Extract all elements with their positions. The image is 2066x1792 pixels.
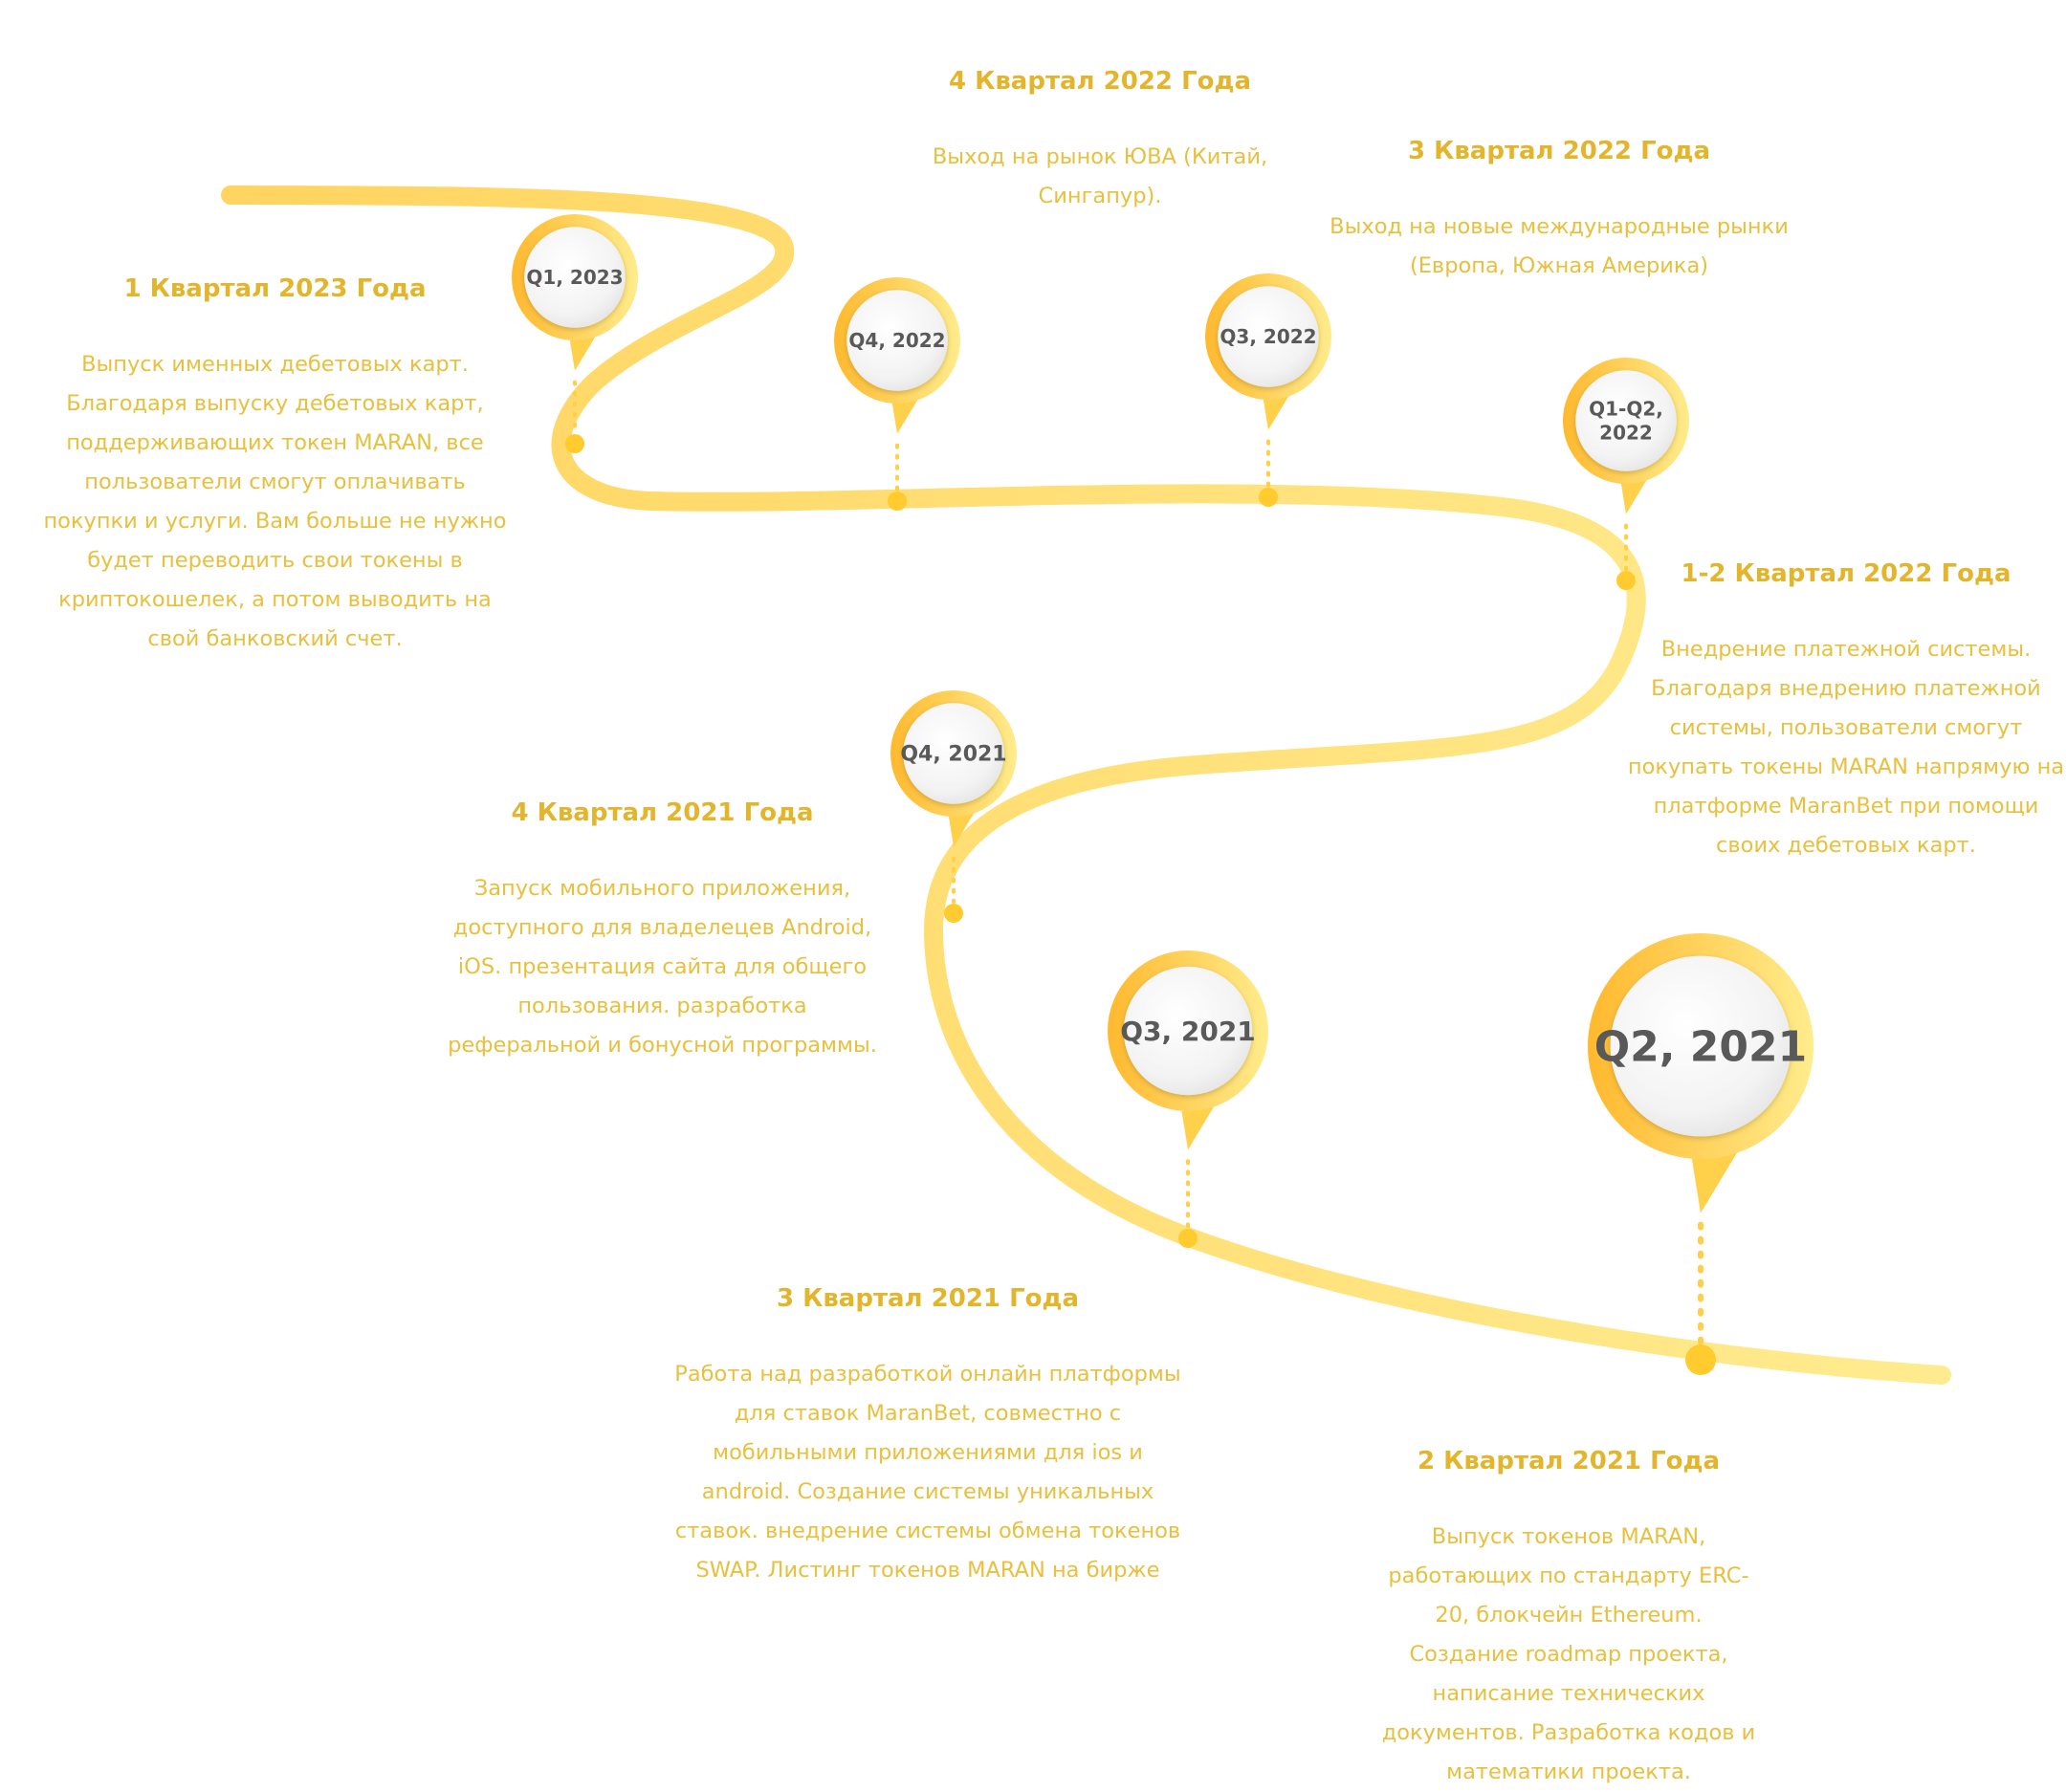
path-dot (944, 904, 963, 923)
milestone-title: 1 Квартал 2023 Года (123, 274, 427, 303)
pin-face (1123, 966, 1253, 1096)
path-dot (1178, 1229, 1198, 1248)
pin-label: Q3, 2022 (1220, 325, 1316, 348)
path-dot (888, 492, 907, 511)
milestone-q4-2021: 4 Квартал 2021 Года Запуск мобильного пр… (440, 798, 885, 1065)
milestone-description: Внедрение платежной системы. Благодаря в… (1627, 637, 2065, 858)
milestone-q3-2021: 3 Квартал 2021 Года Работа над разработк… (670, 1284, 1186, 1590)
pin-face (1575, 370, 1677, 471)
pin-face (903, 703, 1004, 804)
pin-label: Q1-Q2, (1589, 398, 1663, 421)
pin-q4-2021: Q4, 2021 (890, 690, 1017, 923)
pin-q3-2021: Q3, 2021 (1108, 951, 1268, 1248)
milestone-q4-2022: 4 Квартал 2022 Года Выход на рынок ЮВА (… (918, 67, 1282, 216)
milestone-q1-2023: 1 Квартал 2023 Года Выпуск именных дебет… (38, 274, 512, 659)
milestone-title: 3 Квартал 2022 Года (1407, 137, 1711, 165)
pin-label: Q4, 2021 (900, 743, 1006, 767)
milestone-description: Выпуск именных дебетовых карт. Благодаря… (43, 352, 507, 651)
pin-q4-2022: Q4, 2022 (834, 277, 960, 511)
milestone-description: Выпуск токенов MARAN, работающих по стан… (1381, 1524, 1756, 1784)
pin-label: 2022 (1599, 422, 1653, 445)
milestone-title: 1-2 Квартал 2022 Года (1681, 559, 2011, 588)
pin-face (846, 290, 948, 391)
milestone-description: Запуск мобильного приложения, доступного… (448, 876, 877, 1058)
milestone-q1q2-2022: 1-2 Квартал 2022 Года Внедрение платежно… (1626, 559, 2066, 865)
milestone-description: Выход на новые международные рынки (Евро… (1330, 214, 1789, 278)
path-dot (1259, 488, 1278, 507)
milestone-q3-2022: 3 Квартал 2022 Года Выход на новые между… (1310, 137, 1808, 286)
path-dot (565, 434, 584, 453)
milestone-description: Выход на рынок ЮВА (Китай, Сингапур). (932, 144, 1268, 208)
pin-face (1218, 286, 1319, 387)
milestone-description: Работа над разработкой онлайн платформы … (674, 1362, 1181, 1583)
milestone-title: 4 Квартал 2022 Года (948, 67, 1252, 96)
pin-label: Q4, 2022 (848, 329, 945, 352)
pin-q3-2022: Q3, 2022 (1205, 273, 1331, 507)
path-dot (1616, 571, 1636, 590)
pin-label: Q3, 2021 (1120, 1016, 1256, 1047)
pin-q1q2-2022: Q1-Q2,2022 (1563, 358, 1689, 590)
pin-label: Q1, 2023 (526, 266, 623, 289)
milestone-q2-2021: 2 Квартал 2021 Года Выпуск токенов MARAN… (1377, 1447, 1760, 1792)
pin-q2-2021: Q2, 2021 (1588, 933, 1813, 1375)
pin-label: Q2, 2021 (1594, 1022, 1808, 1071)
pin-face (1610, 955, 1791, 1137)
milestone-pins: Q1, 2023 Q4, 2022 Q3, 2022 Q1-Q2,2022 Q4, 20… (512, 214, 1813, 1375)
milestone-title: 3 Квартал 2021 Года (776, 1284, 1080, 1313)
milestone-title: 2 Квартал 2021 Года (1417, 1447, 1721, 1475)
pin-q1-2023: Q1, 2023 (512, 214, 638, 453)
milestone-title: 4 Квартал 2021 Года (511, 798, 814, 827)
path-dot (1685, 1344, 1716, 1375)
pin-face (524, 227, 626, 328)
